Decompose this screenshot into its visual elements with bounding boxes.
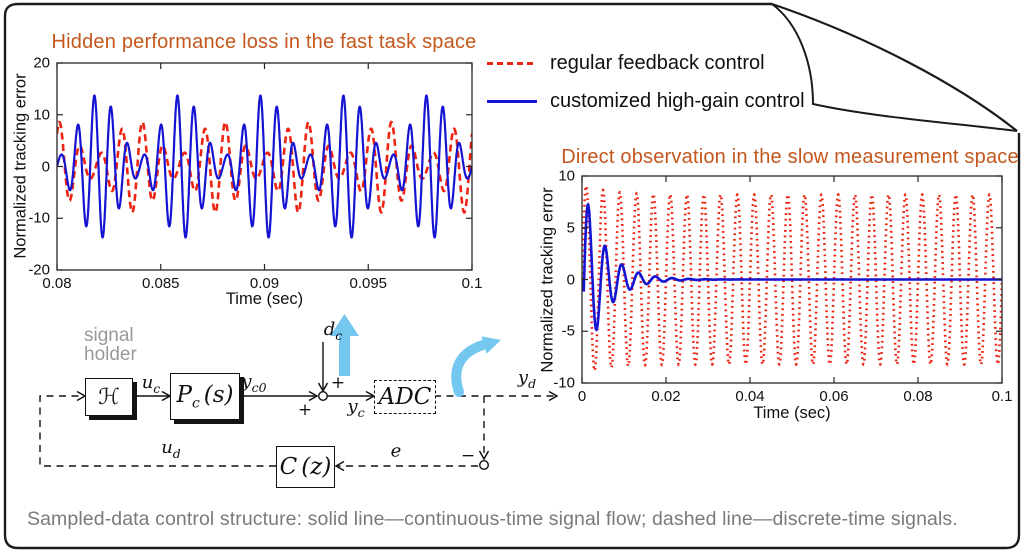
adc-label: ADC	[378, 384, 432, 410]
series-customized	[57, 94, 472, 239]
block-plant: Pc (s)	[170, 373, 240, 420]
page-curl-fold	[771, 2, 1018, 132]
block-controller: C (z)	[276, 446, 335, 488]
page-curl-edge	[771, 3, 1018, 132]
arrowhead-icon	[334, 460, 345, 472]
legend-label: regular feedback control	[550, 52, 765, 74]
holder-symbol: ℋ	[98, 384, 120, 410]
page-border	[3, 2, 1021, 550]
label-yc: yc	[347, 396, 365, 420]
fast-x-tick: 0.1	[461, 275, 483, 292]
label-dc: dc	[323, 319, 343, 343]
fast-y-tick: -20	[28, 261, 50, 279]
slow-y-tick: 5	[566, 219, 575, 237]
slow-y-axis-label: Normalized tracking error	[538, 187, 557, 373]
block-signal-holder: ℋ	[85, 378, 133, 416]
label-uc: uc	[141, 372, 161, 396]
plant-label: Pc (s)	[176, 381, 234, 412]
slow-x-tick: 0.02	[651, 388, 681, 405]
fast-y-tick: 20	[33, 54, 50, 72]
summing-junction-disturbance	[318, 391, 329, 402]
controller-label: C (z)	[279, 454, 332, 480]
fast-y-tick: -10	[28, 209, 50, 227]
slow-x-tick: 0.1	[991, 388, 1013, 405]
slow-x-tick: 0.04	[735, 388, 765, 405]
legend-sample-dotted-red	[487, 61, 537, 66]
summing-junction-error	[479, 460, 490, 471]
fast-x-tick: 0.095	[349, 275, 388, 292]
callout-arrow-curved-head-icon	[481, 336, 501, 354]
minus-feedback-sign: −	[460, 446, 476, 466]
arrowhead-icon	[548, 390, 559, 402]
fast-x-tick: 0.08	[42, 275, 72, 292]
slow-y-tick: -5	[561, 322, 575, 340]
legend-sample-solid-blue	[487, 99, 537, 104]
arrowhead-icon	[478, 450, 490, 461]
slow-x-tick: 0.06	[819, 388, 849, 405]
callout-arrow-curved-icon	[451, 340, 488, 397]
block-adc: ADC	[374, 380, 436, 414]
slow-x-axis-label: Time (sec)	[753, 404, 831, 422]
fast-y-tick: 10	[33, 106, 50, 124]
legend-label: customized high-gain control	[550, 90, 805, 112]
fast-x-tick: 0.085	[141, 275, 180, 292]
fast-chart-title: Hidden performance loss in the fast task…	[51, 31, 477, 53]
callout-arrow-up-icon	[330, 314, 359, 376]
fast-x-tick: 0.09	[249, 275, 280, 292]
arrowhead-icon	[308, 390, 319, 402]
label-e: e	[390, 440, 402, 462]
fast-x-axis-label: Time (sec)	[225, 290, 304, 308]
legend-item-highgain: customized high-gain control	[487, 90, 805, 113]
legend-item-regular: regular feedback control	[487, 52, 765, 75]
plus-disturbance-sign: +	[330, 373, 346, 393]
label-yc0: yc0	[241, 371, 267, 395]
slow-x-tick: 0.08	[903, 388, 933, 405]
signal-line-dashed	[39, 395, 276, 467]
slow-x-tick: 0	[577, 388, 587, 405]
signal-holder-annotation: signal holder	[84, 325, 137, 365]
fast-y-axis-label: Normalized tracking error	[11, 73, 30, 259]
slow-y-tick: 0	[566, 271, 575, 288]
slow-y-tick: -10	[553, 374, 575, 392]
page-curl-face	[772, 4, 1017, 131]
slow-chart-title: Direct observation in the slow measureme…	[561, 146, 1019, 168]
label-ud: ud	[161, 437, 181, 461]
fast-y-tick: 0	[41, 158, 50, 175]
label-yd: yd	[517, 367, 537, 391]
figure-caption: Sampled-data control structure: solid li…	[27, 508, 958, 530]
series-regular	[57, 120, 472, 214]
series-customized	[582, 202, 1002, 332]
plus-input-sign: +	[297, 400, 313, 420]
slow-y-tick: 10	[558, 167, 575, 185]
